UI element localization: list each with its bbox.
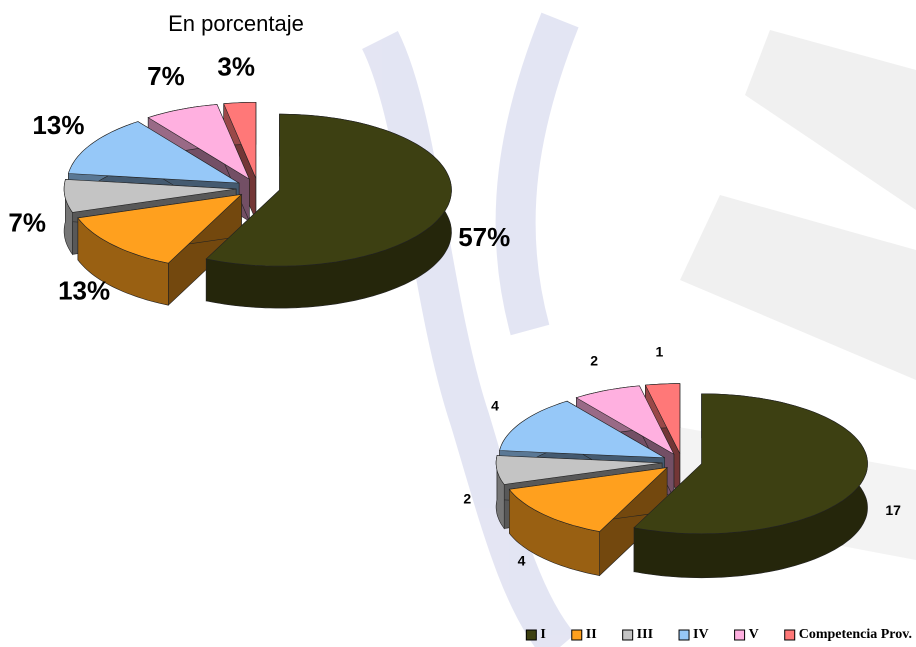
data-label: 2 (463, 491, 471, 507)
pie (63, 102, 452, 309)
data-label: 4 (518, 553, 526, 569)
data-label: 17 (885, 502, 901, 518)
slice (508, 467, 668, 532)
slice (77, 193, 243, 264)
data-label: 2 (590, 352, 598, 368)
legend: I II III IV V Competencia Prov. (525, 627, 912, 642)
legend-label: V (749, 627, 759, 642)
chart-title: En porcentaje (168, 11, 304, 36)
legend-label: I (540, 627, 545, 642)
slice (499, 400, 665, 459)
legend-swatch (734, 629, 746, 641)
pie (495, 383, 868, 579)
legend-label: Competencia Prov. (799, 627, 912, 642)
data-label: 3% (217, 51, 255, 81)
data-label: 13% (58, 275, 110, 305)
legend-label: IV (693, 627, 709, 642)
legend-label: III (637, 627, 653, 642)
data-label: 57% (458, 222, 510, 252)
slice (575, 385, 675, 456)
slice (644, 383, 681, 454)
legend-swatch (784, 629, 796, 641)
slice (495, 455, 663, 485)
legend-swatch (678, 629, 690, 641)
legend-label: II (586, 627, 597, 642)
data-label: 4 (491, 398, 499, 414)
data-label: 13% (32, 110, 84, 140)
data-label: 1 (656, 343, 664, 359)
slice (63, 179, 237, 213)
slice (223, 102, 257, 179)
slice (205, 113, 452, 267)
slice (633, 393, 868, 535)
legend-swatch (525, 629, 537, 641)
data-label: 7% (8, 207, 46, 237)
data-label: 7% (147, 61, 185, 91)
slice (147, 104, 250, 180)
legend-swatch (622, 629, 634, 641)
legend-swatch (571, 629, 583, 641)
slice (67, 121, 240, 184)
